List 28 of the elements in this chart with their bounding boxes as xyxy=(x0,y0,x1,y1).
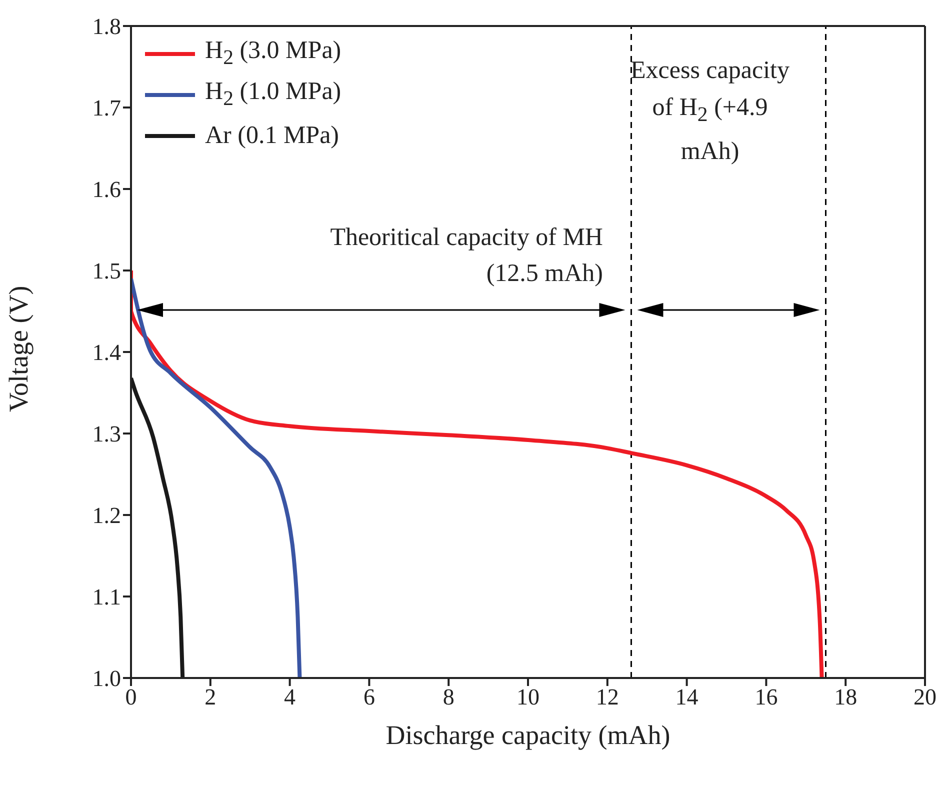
y-tick-label: 1.7 xyxy=(92,96,121,121)
y-tick-label: 1.0 xyxy=(92,666,121,692)
line-series xyxy=(131,276,302,678)
y-tick-label: 1.8 xyxy=(92,14,121,40)
annotation: Theoritical capacity of MH (12.5 mAh) xyxy=(329,223,603,289)
annotation: Excess capacity of H$_{2}$ (+4.9 mAh) xyxy=(630,56,790,167)
y-tick-label: 1.3 xyxy=(92,422,121,447)
y-tick-label: 1.5 xyxy=(92,258,121,284)
x-tick-label: 6 xyxy=(363,684,375,710)
x-tick-label: 0 xyxy=(125,684,137,710)
y-axis-title: Voltage (V) xyxy=(4,286,34,412)
legend-label: H$_{2}$ (1.0 MPa) xyxy=(205,78,342,111)
y-tick-label: 1.2 xyxy=(92,503,121,528)
x-tick-label: 10 xyxy=(516,684,540,710)
x-tick-label: 18 xyxy=(834,684,858,710)
legend-label: Ar (0.1 MPa) xyxy=(205,122,340,150)
y-tick-label: 1.6 xyxy=(92,177,121,202)
x-tick-label: 20 xyxy=(914,684,936,710)
y-tick-label: 1.1 xyxy=(92,584,121,610)
x-tick-label: 4 xyxy=(284,684,296,710)
x-tick-label: 8 xyxy=(442,684,454,710)
y-tick-label: 1.4 xyxy=(92,340,122,366)
x-tick-label: 2 xyxy=(204,684,216,710)
legend-label: H$_{2}$ (3.0 MPa) xyxy=(205,37,342,70)
x-axis-title: Discharge capacity (mAh) xyxy=(386,720,670,750)
x-tick-label: 12 xyxy=(596,684,619,710)
x-tick-label: 16 xyxy=(754,684,778,710)
x-tick-label: 14 xyxy=(675,684,699,710)
